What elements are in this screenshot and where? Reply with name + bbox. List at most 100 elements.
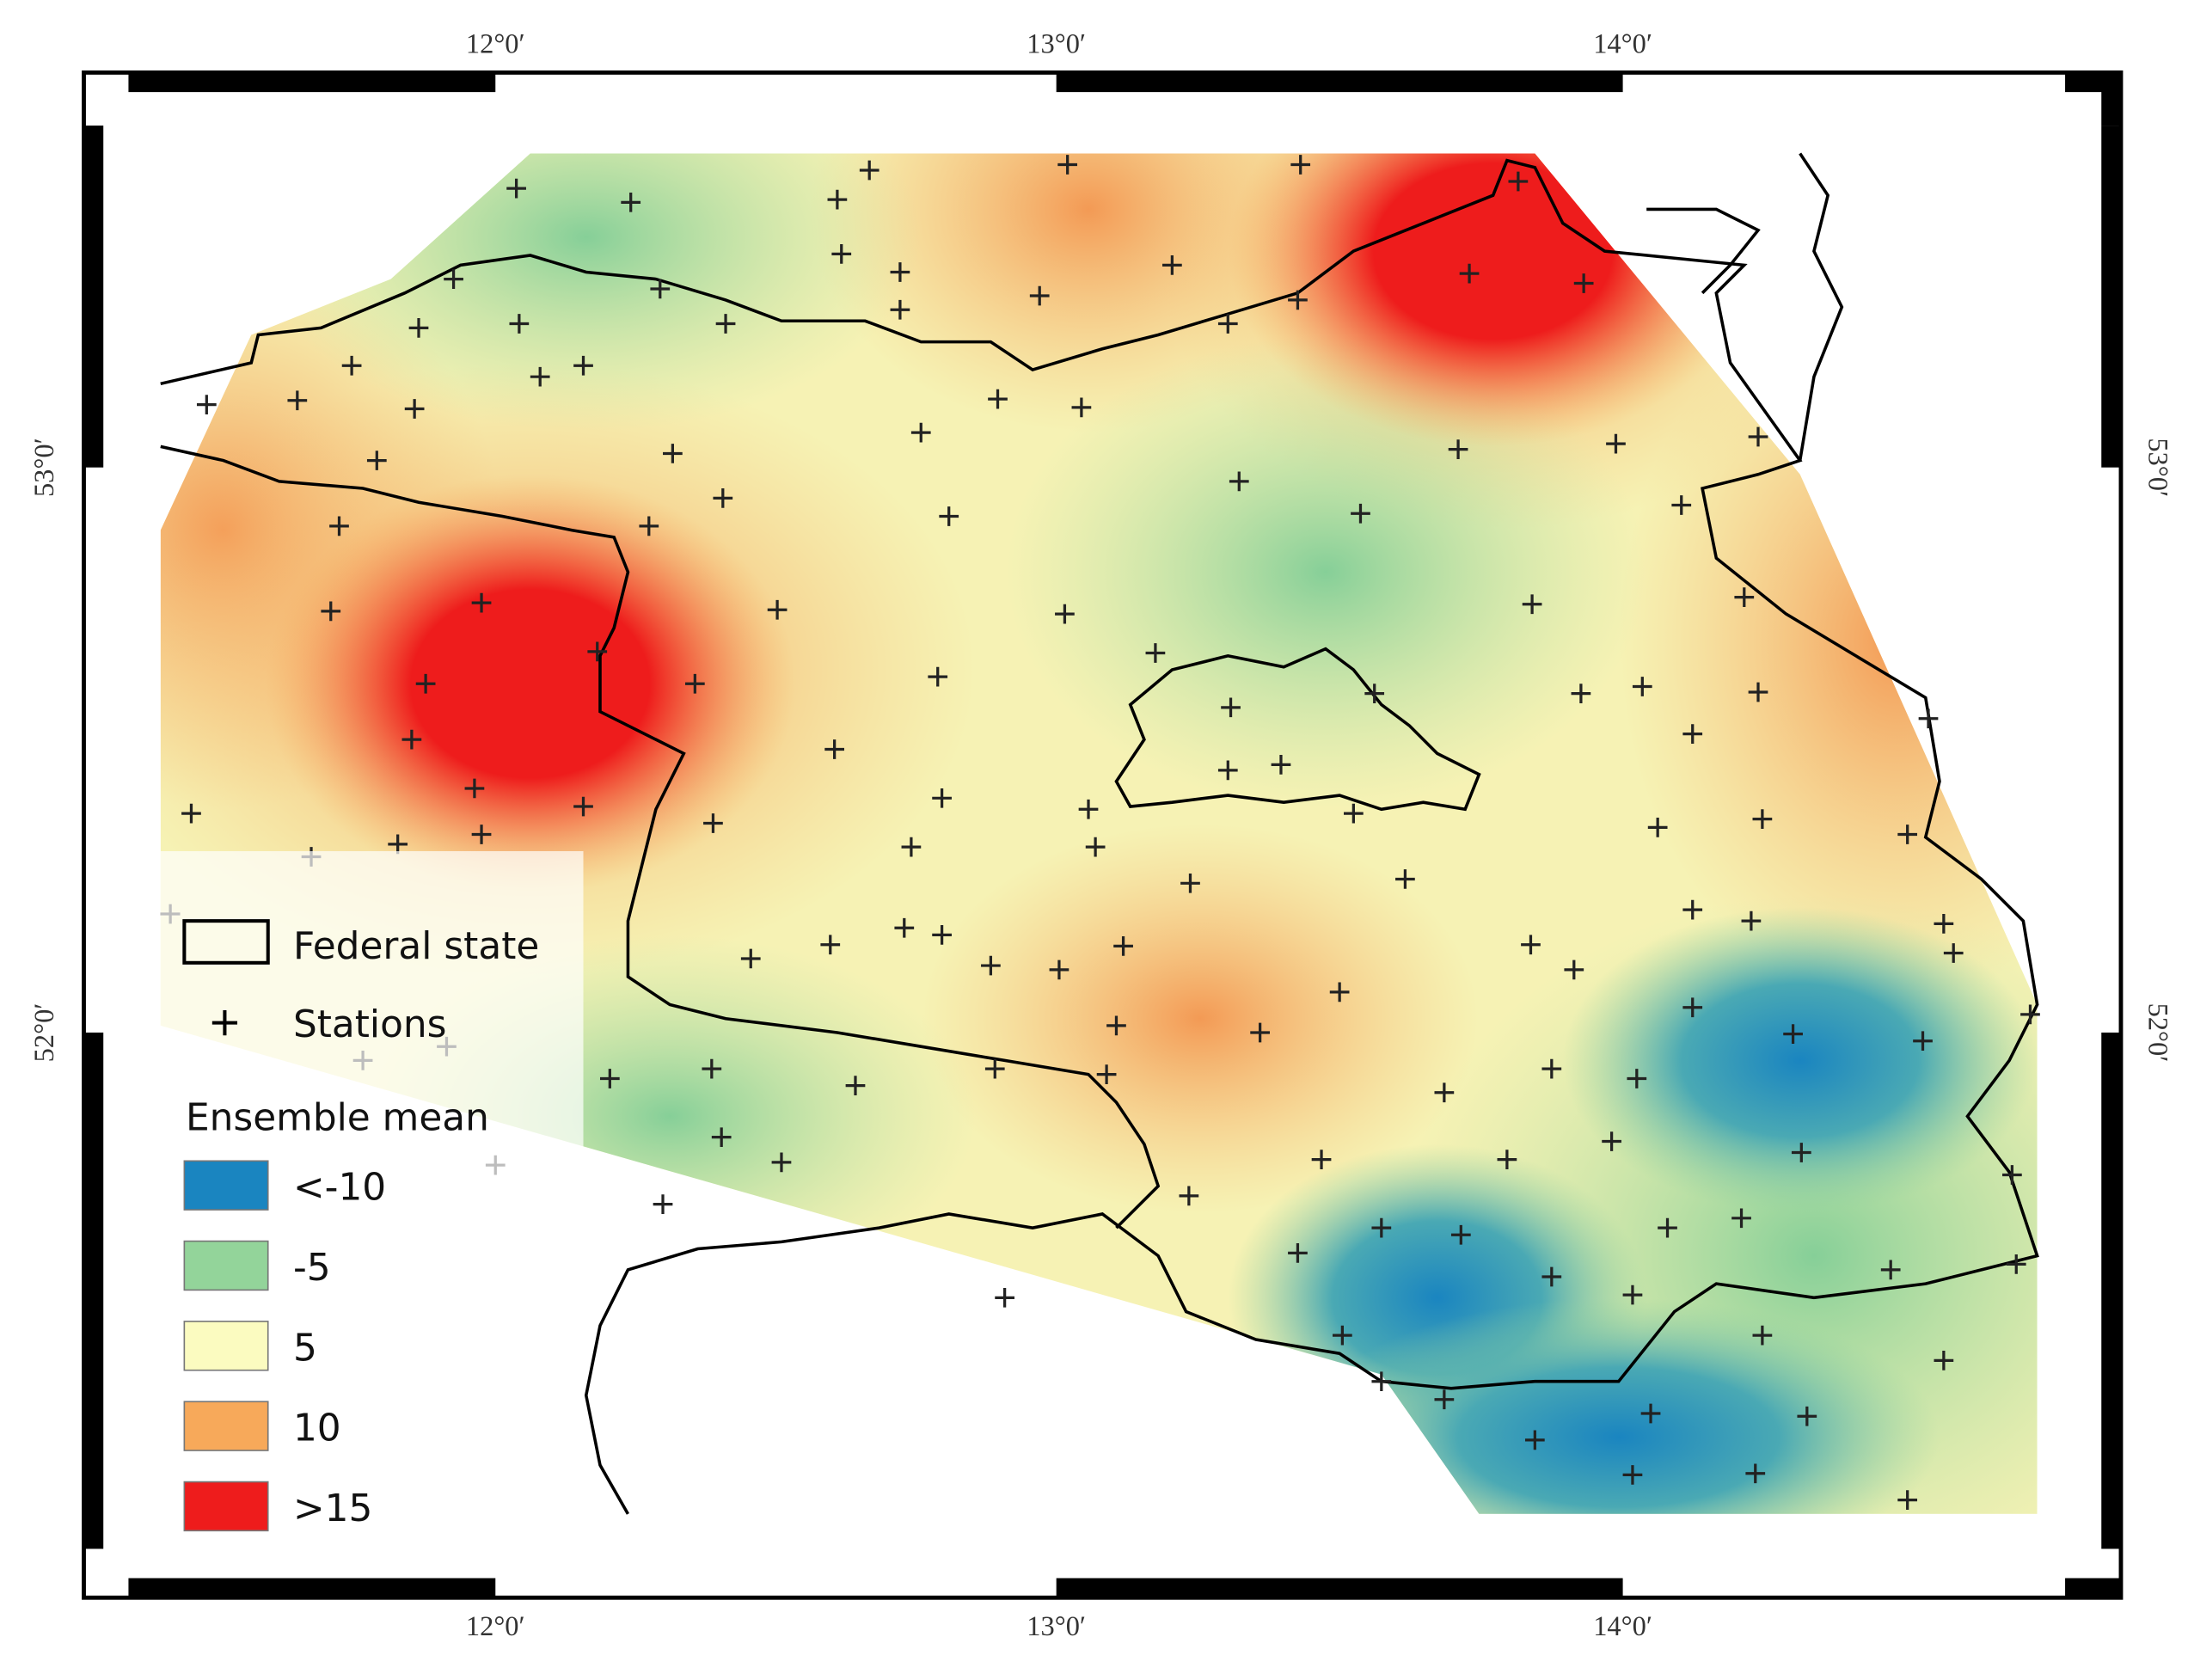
station	[1229, 471, 1249, 492]
station	[181, 803, 201, 824]
station	[1434, 1389, 1455, 1410]
station	[1288, 1243, 1308, 1263]
station	[1459, 263, 1480, 284]
station	[684, 673, 705, 694]
federal-state-borders	[160, 152, 2039, 1515]
station	[1096, 1064, 1117, 1085]
station	[1640, 1403, 1661, 1424]
legend-label: 10	[293, 1407, 341, 1450]
station	[1622, 1285, 1643, 1305]
legend-swatch	[183, 1401, 269, 1451]
station	[1741, 911, 1762, 931]
legend-label: Federal state	[293, 924, 539, 968]
station	[1934, 914, 1954, 934]
top-lon-label: 13°0′	[1027, 29, 1086, 60]
station	[573, 355, 593, 376]
station	[845, 1076, 866, 1095]
station	[587, 641, 608, 662]
station	[464, 778, 485, 799]
station	[663, 444, 683, 463]
right-lat-label: 52°0′	[2142, 1003, 2173, 1063]
station	[824, 739, 844, 759]
station	[1571, 684, 1591, 703]
station	[1521, 935, 1541, 955]
frame-bars	[83, 72, 2121, 1598]
station	[932, 788, 952, 808]
station	[1622, 1465, 1643, 1485]
station	[287, 390, 308, 411]
station	[599, 1069, 620, 1088]
station	[366, 451, 387, 470]
legend-label: -5	[293, 1246, 331, 1290]
station	[1371, 1371, 1392, 1392]
station	[910, 422, 931, 443]
station	[1329, 982, 1350, 1002]
bottom-lon-label: 13°0′	[1027, 1611, 1086, 1642]
station	[509, 314, 530, 334]
station	[341, 355, 362, 376]
station	[1602, 1131, 1621, 1151]
station	[890, 262, 910, 282]
station	[1632, 677, 1652, 696]
left-lat-label: 53°0′	[29, 438, 60, 497]
stations	[160, 155, 2040, 1511]
station	[939, 506, 959, 526]
station	[621, 192, 641, 212]
station	[1748, 426, 1768, 447]
station	[988, 389, 1008, 409]
legend: Federal state Stations Ensemble mean <-1…	[182, 919, 539, 1532]
station	[1524, 1430, 1545, 1450]
station	[2002, 1165, 2022, 1185]
legend-boundary-swatch	[182, 919, 270, 965]
station	[901, 837, 922, 857]
station	[715, 314, 736, 334]
station	[1395, 869, 1415, 889]
legend-label: <-10	[293, 1166, 386, 1210]
station	[1217, 314, 1238, 334]
legend-box	[160, 850, 584, 1186]
station	[1748, 682, 1768, 702]
station	[1508, 171, 1529, 192]
station	[1179, 1186, 1199, 1206]
station	[653, 1194, 673, 1214]
station	[1217, 760, 1238, 781]
station	[1731, 1208, 1751, 1229]
station	[415, 673, 436, 694]
station	[1145, 643, 1166, 663]
station	[767, 599, 788, 620]
station	[321, 601, 341, 622]
station	[1564, 960, 1584, 980]
station	[1448, 439, 1468, 459]
station	[196, 395, 217, 415]
station	[639, 516, 659, 536]
station	[820, 935, 841, 955]
legend-station-symbol	[211, 1009, 238, 1036]
station	[1752, 1325, 1773, 1346]
station	[1934, 1350, 1954, 1370]
station	[1288, 290, 1308, 310]
legend-swatch	[183, 1481, 269, 1532]
station	[1180, 873, 1200, 893]
station	[1606, 433, 1626, 454]
bottom-lon-label: 14°0′	[1593, 1611, 1652, 1642]
station	[1497, 1150, 1517, 1170]
left-lat-label: 52°0′	[29, 1003, 60, 1063]
station	[329, 516, 349, 536]
station	[1897, 825, 1918, 844]
top-lon-label: 14°0′	[1593, 29, 1652, 60]
station	[1029, 285, 1050, 306]
right-lat-label: 53°0′	[2142, 438, 2173, 497]
station	[471, 825, 492, 844]
station	[1085, 837, 1106, 857]
legend-label: 5	[293, 1326, 317, 1370]
coordinate-labels: 12°0′ 12°0′ 13°0′ 13°0′ 14°0′ 14°0′ 53°0′ 53°0′…	[29, 29, 2173, 1642]
station	[408, 318, 429, 338]
station	[1344, 803, 1364, 824]
station	[894, 917, 915, 938]
station	[928, 666, 948, 687]
station	[1290, 155, 1311, 175]
station	[1745, 1463, 1766, 1484]
legend-swatch	[183, 1160, 269, 1211]
station	[1682, 997, 1703, 1018]
